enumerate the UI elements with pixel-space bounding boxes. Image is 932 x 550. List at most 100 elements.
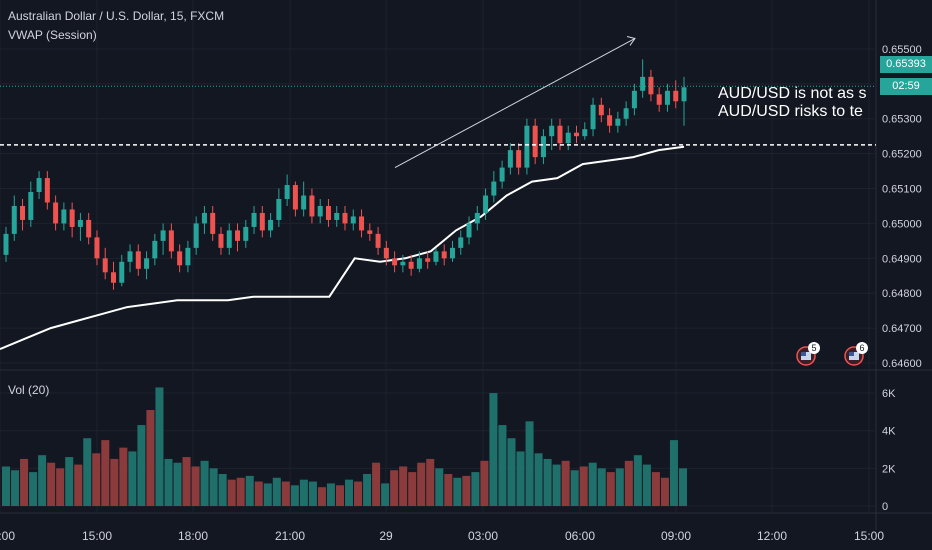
- volume-bar: [372, 462, 381, 506]
- candle-body: [36, 178, 42, 193]
- candle-body: [292, 185, 298, 210]
- candle-body: [334, 212, 340, 220]
- candle-body: [317, 205, 323, 217]
- volume-bar: [38, 455, 47, 506]
- event-count-badge: [856, 342, 868, 354]
- volume-bar: [615, 468, 624, 506]
- candle-body: [466, 223, 472, 238]
- volume-bar: [191, 466, 200, 506]
- time-tick-label: 09:00: [661, 529, 691, 543]
- countdown-tag: 02:59: [880, 78, 932, 95]
- time-tick-label: 18:00: [178, 529, 208, 543]
- candle-body: [540, 136, 546, 158]
- volume-bar: [588, 462, 597, 506]
- candle-body: [408, 261, 414, 269]
- volume-bar: [642, 464, 651, 506]
- volume-bar: [317, 487, 326, 506]
- vwap-legend[interactable]: VWAP (Session): [8, 28, 97, 42]
- time-axis[interactable]: 12:00 15:00 18:00 21:00 29 03:00 06:00 09:00 12:…: [0, 529, 884, 543]
- volume-bar: [272, 477, 281, 506]
- volume-axis[interactable]: 6K 4K 2K 0: [882, 388, 896, 513]
- volume-bar: [435, 468, 444, 506]
- candle-body: [350, 216, 356, 224]
- candle-body: [615, 118, 621, 126]
- event-count: 6: [859, 343, 864, 353]
- time-tick-label: 12:00: [0, 529, 15, 543]
- symbol-title[interactable]: Australian Dollar / U.S. Dollar, 15, FXC…: [8, 9, 225, 23]
- volume-bar: [227, 479, 236, 506]
- last-price-tag: 0.65393: [880, 56, 932, 73]
- price-tick-label: 0.64800: [882, 288, 922, 300]
- event-count-badge: [808, 342, 820, 354]
- volume-bar: [155, 387, 164, 506]
- candle-body: [127, 251, 133, 262]
- candle-body: [681, 87, 687, 102]
- candle-body: [607, 115, 613, 126]
- candle-body: [499, 167, 505, 182]
- candle-body: [259, 212, 265, 231]
- annotation-line-2: AUD/USD risks to te: [718, 103, 863, 120]
- volume-bar: [83, 438, 92, 506]
- candle-body: [524, 125, 530, 168]
- candle-body: [251, 212, 257, 227]
- price-tick-label: 0.65200: [882, 149, 922, 161]
- candle-body: [276, 199, 282, 220]
- volume-bar: [146, 410, 155, 506]
- price-axis[interactable]: 0.655000.654000.653000.652000.651000.650…: [882, 44, 922, 370]
- candle-body: [640, 76, 646, 91]
- annotation-line-1: AUD/USD is not as s: [718, 85, 867, 102]
- candle-body: [474, 212, 480, 224]
- candle-body: [284, 185, 290, 199]
- volume-tick-label: 6K: [882, 388, 896, 400]
- volume-bar: [669, 440, 678, 506]
- volume-bar: [525, 421, 534, 506]
- candle-body: [656, 94, 662, 105]
- volume-bar: [128, 451, 137, 506]
- volume-bar: [543, 458, 552, 506]
- volume-bar: [236, 477, 245, 506]
- time-tick-label: 12:00: [757, 529, 787, 543]
- candle-body: [483, 195, 489, 213]
- volume-bar: [281, 481, 290, 506]
- candle-body: [168, 230, 174, 252]
- price-tick-label: 0.65100: [882, 184, 922, 196]
- volume-bar: [480, 460, 489, 506]
- volume-legend[interactable]: Vol (20): [8, 383, 50, 397]
- candle-body: [77, 219, 83, 227]
- candle-body: [342, 212, 348, 224]
- volume-bar: [444, 474, 453, 506]
- candle-body: [623, 108, 629, 119]
- volume-bar: [326, 483, 335, 506]
- volume-bar: [263, 483, 272, 506]
- volume-bar: [651, 472, 660, 506]
- volume-bar: [173, 462, 182, 506]
- candle-body: [177, 251, 183, 266]
- volume-bar: [47, 462, 56, 506]
- time-tick-label: 15:00: [82, 529, 112, 543]
- candle-body: [69, 209, 75, 227]
- volume-bar: [417, 462, 426, 506]
- volume-bar: [561, 460, 570, 506]
- vwap-line: [0, 145, 685, 351]
- volume-bar: [2, 466, 11, 506]
- volume-bar: [381, 483, 390, 506]
- candle-body: [532, 125, 538, 158]
- candle-body: [392, 258, 398, 266]
- volume-bars: [2, 387, 687, 506]
- time-tick-label: 06:00: [565, 529, 595, 543]
- candle-body: [94, 237, 100, 259]
- volume-bar: [299, 479, 308, 506]
- volume-bar: [552, 464, 561, 506]
- overlays: [0, 35, 876, 169]
- volume-tick-label: 4K: [882, 426, 896, 438]
- volume-bar: [570, 470, 579, 506]
- candle-body: [590, 104, 596, 130]
- volume-bar: [218, 474, 227, 506]
- volume-bar: [678, 468, 687, 506]
- candle-body: [664, 90, 670, 105]
- volume-bar: [335, 485, 344, 506]
- candle-body: [226, 230, 232, 248]
- candle-body: [86, 219, 92, 238]
